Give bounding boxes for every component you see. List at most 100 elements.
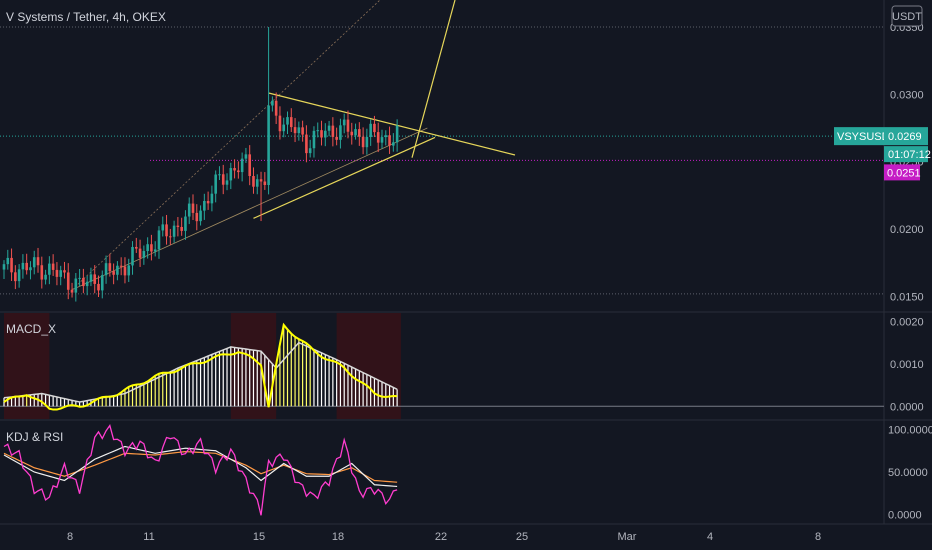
candle-body — [104, 263, 108, 276]
upper-channel-line[interactable] — [71, 0, 381, 291]
candle-body — [376, 132, 380, 143]
candle-body — [297, 127, 301, 134]
candle-body — [59, 270, 62, 277]
candle-body — [388, 135, 391, 146]
candle-body — [210, 193, 214, 204]
candle-body — [135, 246, 138, 249]
candle-body — [316, 130, 320, 132]
candle-body — [82, 277, 85, 287]
candle-body — [331, 125, 335, 137]
candle-body — [225, 180, 229, 185]
time-tick-label: 4 — [707, 531, 713, 543]
candle-body — [248, 154, 251, 177]
candle-body — [127, 265, 131, 276]
macd-pane[interactable] — [0, 313, 884, 419]
current-price-tag — [884, 127, 928, 146]
price-tick-label: 0.0350 — [890, 22, 924, 34]
candle-body — [184, 216, 187, 231]
triangle-lower-trendline[interactable] — [253, 136, 436, 219]
candle-body — [301, 127, 304, 135]
candle-body — [229, 168, 233, 181]
candle-body — [305, 134, 308, 154]
macd-line — [3, 322, 398, 411]
candle-body — [346, 119, 350, 132]
candle-body — [339, 125, 342, 140]
candle-body — [203, 200, 206, 211]
candle-body — [237, 170, 240, 173]
candle-body — [17, 269, 21, 282]
candle-body — [2, 264, 6, 270]
candle-body — [78, 277, 81, 279]
triangle-upper-trendline[interactable] — [268, 92, 516, 156]
price-tick-label: 0.0300 — [890, 89, 924, 101]
candle-body — [286, 117, 289, 125]
candle-body — [14, 272, 17, 282]
currency-label: USDT — [892, 11, 922, 23]
candle-body — [55, 269, 59, 277]
candle-body — [169, 236, 172, 238]
time-tick-label: 11 — [143, 531, 154, 543]
candle-body — [116, 265, 119, 275]
time-tick-label: 18 — [332, 531, 344, 543]
candle-body — [112, 271, 115, 275]
price-tick-label: 0.0150 — [890, 292, 924, 304]
candle-body — [380, 137, 384, 143]
chart-title: V Systems / Tether, 4h, OKEX — [6, 10, 166, 24]
macd-bg-zone — [336, 313, 401, 419]
candle-body — [324, 130, 327, 138]
candle-body — [40, 265, 44, 280]
candle-body — [89, 274, 93, 282]
candle-body — [267, 105, 270, 186]
macd-title: MACD_X — [6, 322, 56, 336]
candle-body — [221, 174, 225, 185]
candle-body — [327, 125, 331, 131]
candle-body — [36, 257, 40, 266]
countdown-tag — [884, 146, 928, 163]
candle-body — [187, 203, 191, 217]
line-price-label: 0.0251 — [887, 167, 921, 179]
candle-body — [233, 168, 236, 171]
candle-body — [142, 251, 146, 258]
candle-body — [119, 265, 123, 267]
candle-body — [240, 158, 244, 173]
candle-body — [214, 174, 217, 194]
candle-body — [354, 129, 357, 136]
candle-body — [138, 248, 142, 258]
candle-body — [123, 266, 127, 276]
price-tick-label: 0.0200 — [890, 224, 924, 236]
price-pane[interactable] — [0, 0, 884, 302]
candle-body — [392, 142, 395, 146]
kdj-rsi-pane[interactable] — [3, 424, 398, 516]
breakout-projection-line[interactable] — [411, 0, 456, 158]
candle-body — [32, 257, 36, 268]
candle-body — [289, 117, 293, 128]
candle-body — [150, 244, 153, 252]
candle-body — [195, 212, 199, 222]
candle-body — [369, 123, 372, 137]
candle-body — [282, 124, 286, 132]
candle-body — [365, 136, 369, 148]
candle-body — [100, 275, 104, 291]
candle-body — [199, 210, 202, 222]
candle-body — [395, 125, 399, 143]
candle-body — [29, 267, 32, 271]
macd-signal-line — [3, 341, 398, 403]
candle-body — [308, 148, 312, 154]
candle-body — [252, 176, 255, 187]
candle-body — [278, 115, 282, 132]
candle-body — [21, 262, 25, 270]
candle-body — [274, 100, 278, 116]
candle-body — [85, 281, 89, 287]
candle-body — [320, 130, 323, 138]
axes-layer: 0.03500.03000.02500.02000.0150VSYSUSDT0.… — [67, 22, 932, 543]
kdj-tick-label: 50.0000 — [888, 467, 928, 479]
candle-body — [146, 244, 149, 252]
candle-body — [218, 174, 221, 176]
currency-button[interactable] — [891, 5, 923, 27]
candle-body — [97, 283, 100, 291]
current-price-label: 0.0269 — [888, 131, 922, 143]
candle-body — [63, 270, 66, 273]
kdj-k-line — [3, 424, 398, 516]
candle-body — [6, 257, 10, 265]
